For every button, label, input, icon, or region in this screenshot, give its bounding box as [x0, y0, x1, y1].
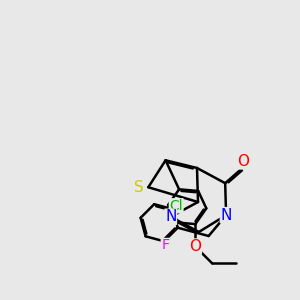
- Text: N: N: [220, 208, 232, 223]
- Text: N: N: [165, 209, 176, 224]
- Text: Cl: Cl: [169, 199, 183, 213]
- Text: F: F: [161, 238, 169, 253]
- Text: O: O: [189, 239, 201, 254]
- Text: O: O: [237, 154, 249, 169]
- Text: S: S: [134, 180, 144, 195]
